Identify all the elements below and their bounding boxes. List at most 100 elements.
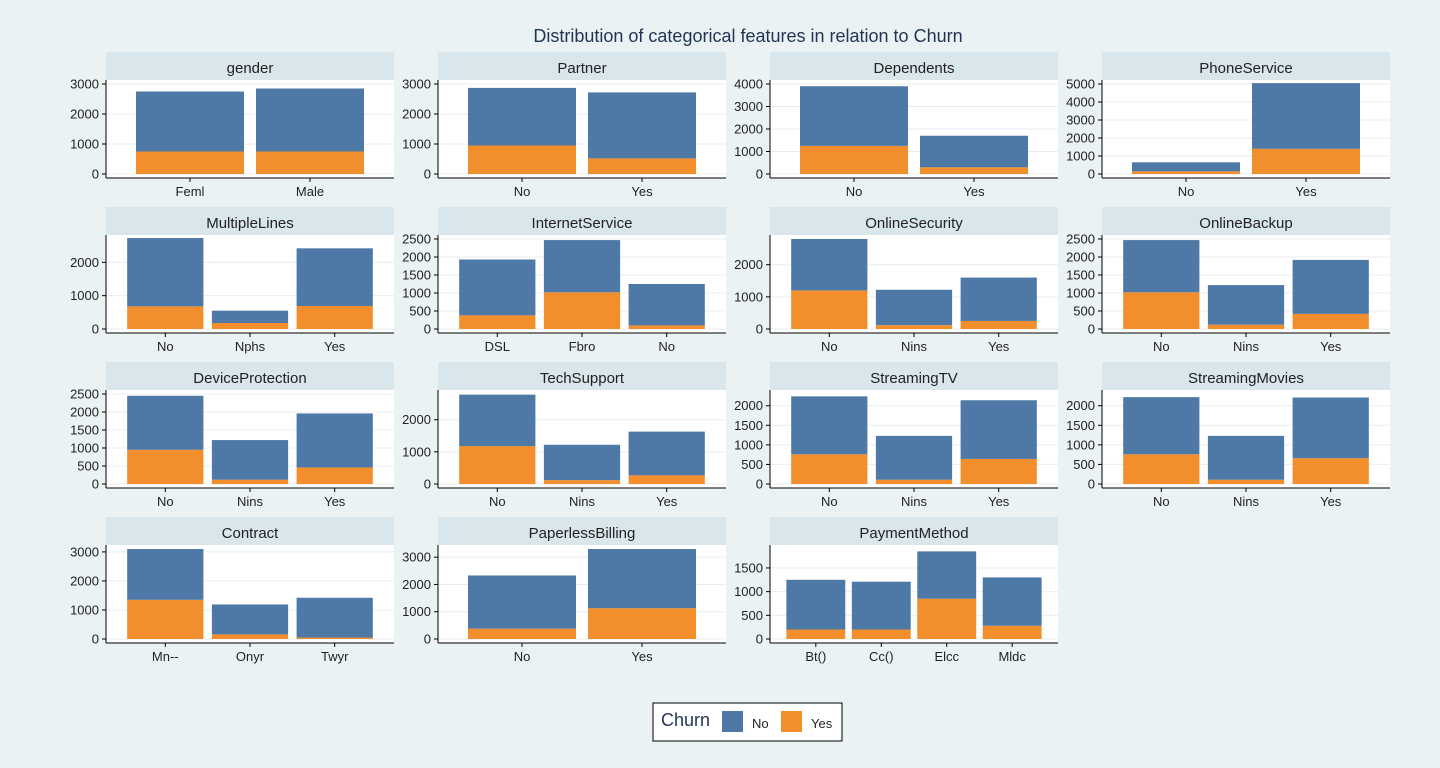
x-tick-label: Twyr xyxy=(321,649,349,664)
y-tick-label: 0 xyxy=(424,632,431,647)
bar-no xyxy=(875,435,953,480)
bar-no xyxy=(791,239,868,291)
x-tick-label: Yes xyxy=(1320,494,1342,509)
bar-yes xyxy=(982,625,1042,639)
panel-title: PaymentMethod xyxy=(859,525,968,542)
bar-no xyxy=(628,431,705,476)
y-tick-label: 1000 xyxy=(402,444,431,459)
bar-no xyxy=(628,284,705,326)
y-tick-label: 1000 xyxy=(70,441,99,456)
x-tick-label: No xyxy=(1178,184,1195,199)
bar-no xyxy=(1292,397,1369,459)
y-tick-label: 0 xyxy=(756,477,763,492)
panel-multiplelines: MultipleLines 0 1000 2000 No Nphs Yes xyxy=(70,207,394,354)
panel-strip xyxy=(1102,362,1390,390)
panel-strip xyxy=(770,52,1058,80)
y-tick-label: 1000 xyxy=(734,437,763,452)
bar-no xyxy=(1123,397,1200,455)
bar-no xyxy=(960,400,1037,459)
bar-yes xyxy=(588,608,696,639)
bar-yes xyxy=(211,479,289,484)
x-tick-label: Nins xyxy=(901,494,928,509)
bar-yes xyxy=(917,598,977,639)
x-tick-label: No xyxy=(658,339,675,354)
y-tick-label: 1000 xyxy=(70,137,99,152)
x-tick-label: Fbro xyxy=(569,339,596,354)
y-tick-label: 1500 xyxy=(734,560,763,575)
panel-title: StreamingMovies xyxy=(1188,370,1304,387)
y-tick-label: 3000 xyxy=(734,99,763,114)
x-tick-label: Yes xyxy=(988,494,1010,509)
bar-no xyxy=(851,581,911,630)
bar-no xyxy=(127,238,204,307)
y-tick-label: 4000 xyxy=(1066,95,1095,110)
y-tick-label: 0 xyxy=(92,322,99,337)
x-tick-label: No xyxy=(821,339,838,354)
bar-no xyxy=(127,549,204,600)
panel-strip xyxy=(106,517,394,545)
bar-no xyxy=(960,277,1037,321)
y-tick-label: 0 xyxy=(424,167,431,182)
panel-strip xyxy=(438,517,726,545)
y-tick-label: 1000 xyxy=(1066,149,1095,164)
panel-title: gender xyxy=(227,60,274,77)
y-tick-label: 500 xyxy=(741,457,763,472)
y-tick-label: 1000 xyxy=(402,286,431,301)
x-tick-label: No xyxy=(157,494,174,509)
bar-no xyxy=(543,444,621,481)
legend-swatch-no xyxy=(722,711,743,732)
panel-strip xyxy=(1102,52,1390,80)
panel-streamingtv: StreamingTV 0 500 1000 1500 2000 No Nins Yes xyxy=(734,362,1058,509)
panel-title: Dependents xyxy=(874,60,955,77)
bar-no xyxy=(1132,162,1240,172)
panel-title: DeviceProtection xyxy=(193,370,306,387)
panel-strip xyxy=(770,517,1058,545)
y-tick-label: 500 xyxy=(77,459,99,474)
bar-no xyxy=(459,259,536,316)
x-tick-label: Yes xyxy=(1295,184,1317,199)
y-tick-label: 1500 xyxy=(402,268,431,283)
legend-label-no: No xyxy=(752,716,769,731)
y-tick-label: 0 xyxy=(92,167,99,182)
panel-strip xyxy=(438,362,726,390)
bar-no xyxy=(211,310,289,323)
bar-no xyxy=(1207,435,1285,480)
y-tick-label: 2000 xyxy=(734,398,763,413)
x-tick-label: Nphs xyxy=(235,339,266,354)
x-tick-label: Nins xyxy=(1233,494,1260,509)
bar-yes xyxy=(459,446,536,484)
bar-yes xyxy=(588,158,696,174)
panel-paymentmethod: PaymentMethod 0 500 1000 1500 Bt() Cc() Elcc Mld… xyxy=(734,517,1058,664)
x-tick-label: Feml xyxy=(176,184,205,199)
panel-title: TechSupport xyxy=(540,370,625,387)
bar-yes xyxy=(296,306,373,329)
panel-title: Partner xyxy=(557,60,606,77)
y-tick-label: 3000 xyxy=(70,77,99,92)
bar-no xyxy=(211,440,289,480)
y-tick-label: 0 xyxy=(1088,167,1095,182)
bar-no xyxy=(543,240,621,293)
bar-no xyxy=(459,394,536,447)
bar-yes xyxy=(127,599,204,639)
panel-techsupport: TechSupport 0 1000 2000 No Nins Yes xyxy=(402,362,726,509)
y-tick-label: 1000 xyxy=(734,289,763,304)
bar-yes xyxy=(875,479,953,484)
y-tick-label: 2000 xyxy=(1066,131,1095,146)
x-tick-label: No xyxy=(846,184,863,199)
y-tick-label: 2000 xyxy=(70,107,99,122)
y-tick-label: 1000 xyxy=(70,602,99,617)
y-tick-label: 2000 xyxy=(402,250,431,265)
x-tick-label: Yes xyxy=(988,339,1010,354)
panel-paperlessbilling: PaperlessBilling 0 1000 2000 3000 No Yes xyxy=(402,517,726,664)
y-tick-label: 1500 xyxy=(734,418,763,433)
bar-yes xyxy=(211,323,289,329)
bar-yes xyxy=(1207,324,1285,329)
y-tick-label: 1000 xyxy=(1066,286,1095,301)
bar-no xyxy=(1252,83,1360,149)
x-tick-label: Onyr xyxy=(236,649,265,664)
y-tick-label: 1000 xyxy=(70,288,99,303)
x-tick-label: Nins xyxy=(1233,339,1260,354)
legend: Churn No Yes xyxy=(652,702,843,742)
bar-no xyxy=(468,575,576,629)
